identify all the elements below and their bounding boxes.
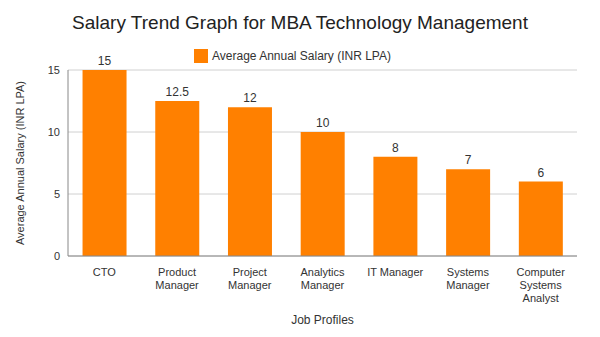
svg-text:Average Annual Salary (INR LPA: Average Annual Salary (INR LPA): [14, 81, 26, 245]
svg-text:15: 15: [48, 64, 60, 76]
svg-text:CTO: CTO: [93, 266, 116, 278]
svg-text:SystemsManager: SystemsManager: [446, 266, 490, 291]
svg-text:IT Manager: IT Manager: [367, 266, 423, 278]
svg-text:AnalyticsManager: AnalyticsManager: [300, 266, 345, 291]
svg-text:ComputerSystemsAnalyst: ComputerSystemsAnalyst: [516, 266, 565, 304]
svg-text:10: 10: [316, 116, 330, 130]
svg-text:ProjectManager: ProjectManager: [228, 266, 272, 291]
svg-text:Job Profiles: Job Profiles: [291, 313, 354, 327]
html-text:Average Annual Salary (INR LPA: Average Annual Salary (INR LPA): [212, 49, 391, 63]
svg-text:5: 5: [54, 188, 60, 200]
svg-text:6: 6: [537, 166, 544, 180]
svg-text:12.5: 12.5: [166, 85, 190, 99]
svg-text:10: 10: [48, 126, 60, 138]
svg-text:15: 15: [98, 54, 112, 68]
svg-text:12: 12: [243, 91, 257, 105]
svg-text:0: 0: [54, 250, 60, 262]
svg-text:ProductManager: ProductManager: [155, 266, 199, 291]
html-text:Salary Trend Graph for MBA Tec: Salary Trend Graph for MBA Technology Ma…: [72, 12, 528, 33]
svg-text:7: 7: [465, 153, 472, 167]
svg-text:8: 8: [392, 141, 399, 155]
